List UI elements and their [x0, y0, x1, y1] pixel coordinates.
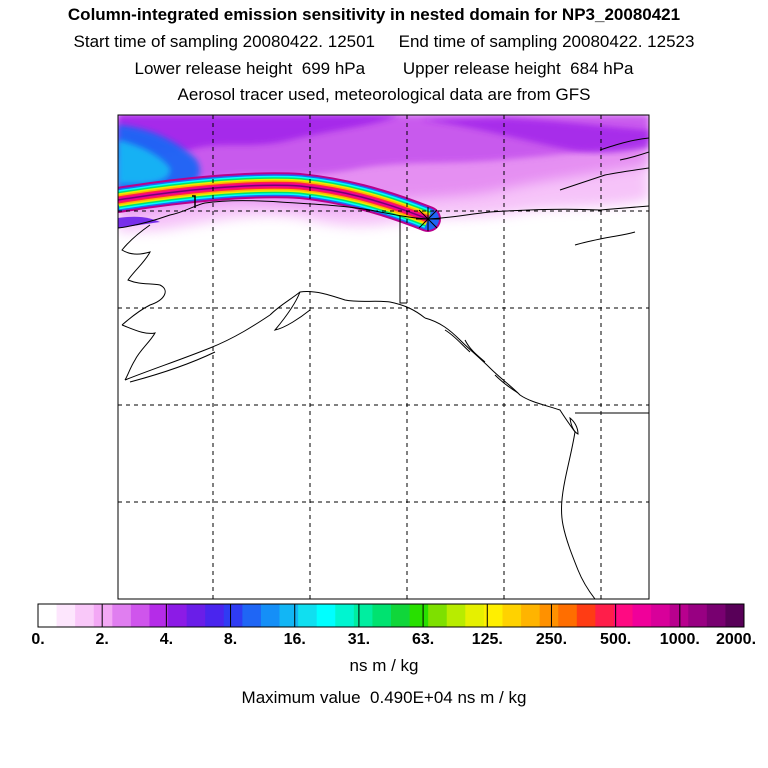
colorbar-swatch [502, 604, 522, 627]
plot-title: Column-integrated emission sensitivity i… [67, 5, 681, 24]
colorbar-swatch [316, 604, 336, 627]
colorbar-swatch [130, 604, 150, 627]
colorbar-tick-label: 1000. [659, 631, 700, 648]
colorbar-swatch [38, 604, 58, 627]
colorbar-swatch [298, 604, 318, 627]
colorbar-swatch [279, 604, 299, 627]
colorbar-swatch [446, 604, 466, 627]
maximum-value-line: Maximum value 0.490E+04 ns m / kg [241, 688, 527, 707]
colorbar-swatch [632, 604, 652, 627]
colorbar-swatch [409, 604, 429, 627]
colorbar-tick-label: 250. [535, 631, 568, 648]
colorbar-swatch [539, 604, 559, 627]
colorbar-tick-label: 31. [347, 631, 371, 648]
colorbar-tick-label: 63. [411, 631, 435, 648]
colorbar-swatch [465, 604, 485, 627]
colorbar-swatch [56, 604, 76, 627]
colorbar-tick-label: 8. [223, 631, 238, 648]
colorbar-swatch [168, 604, 188, 627]
colorbar-tick-label: 125. [471, 631, 503, 648]
colorbar-swatch [558, 604, 578, 627]
colorbar-swatch [595, 604, 615, 627]
colorbar-swatch [353, 604, 373, 627]
coastlines [118, 137, 649, 599]
colorbar-swatch [706, 604, 726, 627]
colorbar-swatch [335, 604, 355, 627]
colorbar-swatch [669, 604, 689, 627]
release-point-marker [416, 207, 440, 231]
colorbar-swatch [112, 604, 132, 627]
colorbar-swatch [576, 604, 596, 627]
colorbar-swatch [260, 604, 281, 627]
colorbar-tick-label: 500. [600, 631, 632, 648]
colorbar-frame [37, 603, 745, 628]
release-height-line: Lower release height 699 hPa Upper relea… [134, 59, 634, 78]
colorbar-swatch [372, 604, 392, 627]
map-frame [117, 114, 650, 600]
colorbar-swatch [688, 604, 708, 627]
sampling-time-line: Start time of sampling 20080422. 12501 E… [73, 32, 695, 51]
colorbar-swatch [651, 604, 671, 627]
colorbar-swatch [93, 604, 113, 627]
colorbar-swatch [428, 604, 448, 627]
colorbar-swatch [186, 604, 206, 627]
colorbar-swatch [613, 604, 634, 627]
colorbar-units: ns m / kg [349, 656, 419, 675]
tracer-info-line: Aerosol tracer used, meteorological data… [177, 85, 591, 104]
colorbar-swatch [149, 604, 169, 627]
colorbar-swatch [391, 604, 411, 627]
colorbar-swatch [205, 604, 225, 627]
colorbar-tick-label: 2. [95, 631, 109, 648]
graticule [118, 115, 649, 599]
sensitivity-field [118, 115, 649, 232]
borders [399, 216, 649, 414]
colorbar-tick-label: 0. [31, 631, 45, 648]
colorbar-swatch [521, 604, 541, 627]
colorbar [37, 603, 745, 628]
colorbar-swatch [725, 604, 745, 627]
colorbar-swatch [223, 604, 243, 627]
colorbar-tick-label: 2000. [715, 631, 757, 648]
colorbar-tick-label: 4. [159, 631, 174, 648]
colorbar-swatch [483, 604, 503, 627]
colorbar-tick-label: 16. [283, 631, 306, 648]
colorbar-swatch [75, 604, 95, 627]
colorbar-swatch [242, 604, 262, 627]
